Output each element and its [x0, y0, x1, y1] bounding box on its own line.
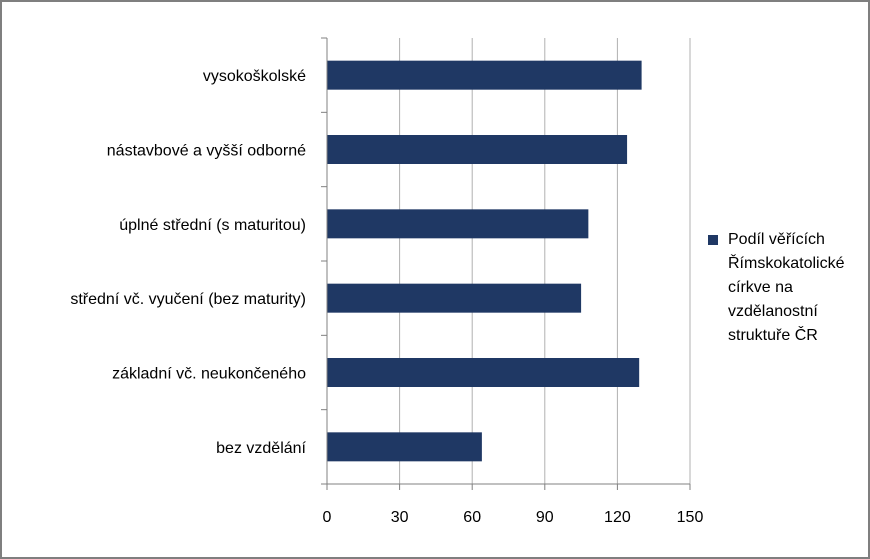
category-label: střední vč. vyučení (bez maturity) [70, 291, 306, 308]
x-tick-label: 30 [391, 509, 409, 526]
category-labels: vysokoškolské nástavbové a vyšší odborné ú… [70, 68, 306, 457]
x-tick-label: 120 [604, 509, 631, 526]
legend-swatch [708, 235, 718, 245]
category-label: základní vč. neukončeného [112, 366, 306, 383]
axes [321, 37, 691, 490]
category-label: nástavbové a vyšší odborné [107, 143, 306, 160]
bar [327, 432, 482, 462]
bar [327, 209, 589, 239]
bars [327, 60, 642, 462]
bar [327, 358, 640, 387]
x-tick-labels: 0 30 60 90 120 150 [323, 509, 704, 526]
bar [327, 283, 582, 313]
x-tick-label: 90 [536, 509, 554, 526]
category-label: bez vzdělání [216, 440, 306, 457]
legend: Podíl věřících Římskokatolické církve na… [708, 228, 858, 348]
bar [327, 135, 628, 164]
bar [327, 60, 642, 90]
x-tick-label: 150 [677, 509, 704, 526]
x-tick-label: 0 [323, 509, 332, 526]
x-tick-label: 60 [463, 509, 481, 526]
category-label: vysokoškolské [203, 68, 306, 85]
legend-label: Podíl věřících Římskokatolické církve na… [728, 231, 845, 344]
category-label: úplné střední (s maturitou) [119, 217, 306, 234]
gridlines [399, 38, 691, 484]
